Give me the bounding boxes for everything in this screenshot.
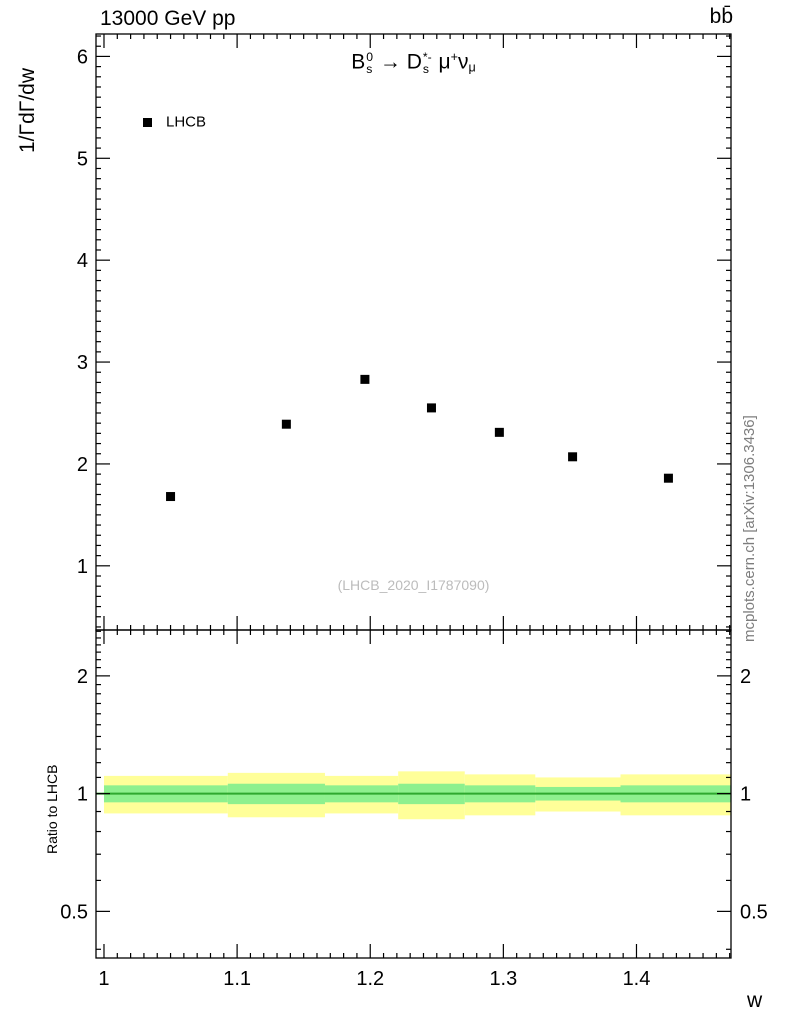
y-tick-label: 2: [77, 454, 88, 476]
data-point: [426, 403, 436, 413]
y-tick-label: 1: [77, 556, 88, 578]
x-tick-label: 1.4: [623, 968, 651, 990]
x-tick-label: 1.2: [356, 968, 384, 990]
watermark: (LHCB_2020_I1787090): [337, 577, 490, 593]
side-credit: mcplots.cern.ch [arXiv:1306.3436]: [741, 415, 758, 642]
data-point: [663, 473, 673, 483]
legend: LHCB: [143, 113, 206, 131]
data-point: [166, 492, 176, 502]
legend-label: LHCB: [166, 113, 207, 131]
data-point: [360, 374, 370, 384]
ratio-y-tick-label-right: 0.5: [740, 901, 768, 923]
x-tick-label: 1: [98, 968, 109, 990]
x-axis-label: w: [747, 989, 763, 1012]
data-point: [494, 427, 504, 437]
y-tick-label: 6: [77, 46, 88, 68]
y-tick-label: 5: [77, 148, 88, 170]
ratio-y-tick-label-left: 2: [77, 666, 88, 688]
legend-marker-square-icon: [143, 117, 152, 127]
ratio-y-tick-label-right: 1: [740, 784, 751, 806]
ratio-y-tick-label-left: 0.5: [60, 901, 88, 923]
x-tick-label: 1.1: [223, 968, 251, 990]
y-tick-label: 4: [77, 250, 88, 272]
data-point: [281, 419, 291, 429]
beam-energy-label: 13000 GeV pp: [100, 7, 236, 30]
y-tick-label: 3: [77, 352, 88, 374]
ratio-y-tick-label-left: 1: [77, 784, 88, 806]
x-tick-label: 1.3: [489, 968, 517, 990]
uncertainty-bands: [96, 771, 731, 820]
axis-ticks: [96, 34, 731, 958]
top-ylabel: 1/ΓdΓ/dw: [16, 67, 39, 153]
process-label: bb̄: [709, 5, 733, 28]
data-point: [568, 452, 578, 462]
ratio-y-tick-label-right: 2: [740, 666, 751, 688]
tick-labels: 1 2 3 4 5 6 1 1.1 1.2 1.3 1.4 0.5 0.5 1 1 2 2: [60, 46, 768, 990]
data-points: [166, 374, 673, 502]
ratio-ylabel: Ratio to LHCB: [44, 764, 60, 854]
